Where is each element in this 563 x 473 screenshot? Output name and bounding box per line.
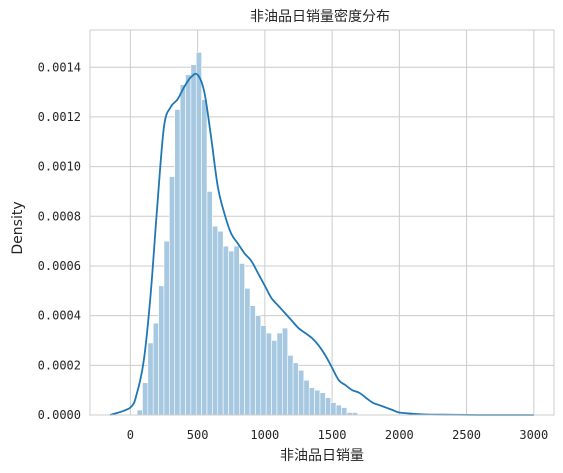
chart-title: 非油品日销量密度分布: [250, 8, 390, 25]
histogram-bar: [174, 109, 181, 416]
y-tick-label: 0.0012: [38, 110, 81, 124]
histogram-bar: [330, 402, 337, 416]
y-tick-label: 0.0010: [38, 160, 81, 174]
y-tick-label: 0.0000: [38, 408, 81, 422]
x-tick-label: 1000: [250, 428, 279, 442]
x-tick-label: 500: [187, 428, 209, 442]
histogram-bar: [195, 52, 202, 416]
histogram-bar: [179, 84, 186, 416]
histogram-bar: [335, 404, 342, 416]
histogram-bar: [260, 325, 267, 416]
histogram-bar: [190, 64, 197, 416]
histogram-bar: [292, 362, 299, 416]
histogram-bar: [271, 340, 278, 416]
histogram-bar: [185, 74, 192, 416]
x-axis-ticks: 0 500 1000 1500 2000 2500 3000: [127, 428, 549, 442]
y-tick-label: 0.0008: [38, 209, 81, 223]
histogram-bar: [222, 245, 229, 416]
x-tick-label: 2000: [385, 428, 414, 442]
y-tick-label: 0.0004: [38, 309, 81, 323]
histogram-bar: [298, 369, 305, 416]
x-tick-label: 1500: [318, 428, 347, 442]
histogram-bar: [314, 389, 321, 416]
y-tick-label: 0.0002: [38, 358, 81, 372]
kde-curve: [109, 72, 534, 416]
y-axis-ticks: 0.0000 0.0002 0.0004 0.0006 0.0008 0.0010 0.00…: [38, 60, 81, 422]
histogram-bar: [228, 250, 235, 416]
x-tick-label: 0: [127, 428, 134, 442]
histogram-bar: [308, 387, 315, 416]
y-axis-label: Density: [10, 201, 26, 254]
histogram-bar: [249, 305, 256, 416]
histogram-bar: [201, 99, 208, 416]
histogram-bar: [217, 230, 224, 416]
histogram-bar: [238, 263, 245, 416]
plot-frame: [89, 29, 555, 416]
histogram-bar: [147, 342, 154, 416]
histogram-bar: [142, 382, 149, 416]
x-tick-label: 2500: [452, 428, 481, 442]
histogram-bar: [282, 327, 289, 416]
histogram-bar: [244, 288, 251, 416]
y-tick-label: 0.0006: [38, 259, 81, 273]
y-tick-label: 0.0014: [38, 60, 81, 74]
histogram-bar: [325, 397, 332, 416]
histogram-bar: [276, 332, 283, 416]
histogram-bar: [158, 285, 165, 416]
histogram-bar: [163, 240, 170, 416]
histogram-bar: [136, 409, 143, 416]
histogram-bar: [303, 379, 310, 416]
histogram-bar: [206, 191, 213, 416]
histogram-bar: [212, 225, 219, 416]
histogram-bar: [319, 392, 326, 416]
histogram-bar: [152, 322, 159, 416]
histogram-bar: [233, 245, 240, 416]
histogram-bar: [287, 355, 294, 416]
histogram-bar: [255, 315, 262, 416]
x-axis-label: 非油品日销量: [280, 448, 364, 464]
histogram-bar: [265, 332, 272, 416]
x-tick-label: 3000: [519, 428, 548, 442]
histogram-bar: [341, 407, 348, 416]
histogram-bar: [169, 176, 176, 416]
